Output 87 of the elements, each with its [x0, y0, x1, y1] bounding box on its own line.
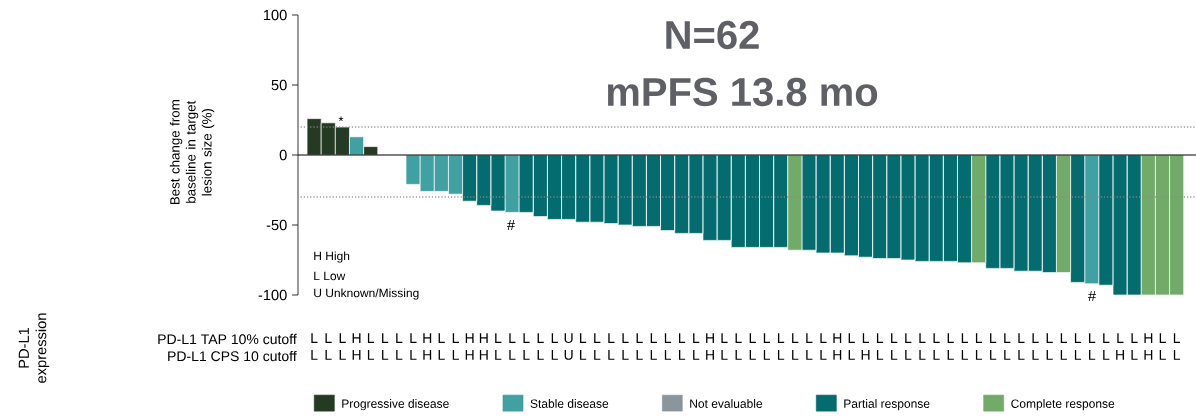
y-tick-label: -100: [258, 289, 287, 301]
x-tick-label: L L: [580, 333, 587, 360]
legend-label: Stable disease: [530, 399, 609, 408]
x-tick-label: L L: [975, 333, 983, 360]
x-tick-label: H H: [423, 333, 432, 360]
x-tick-label: U U: [564, 333, 573, 360]
x-tick-label: L L: [509, 333, 516, 360]
x-tick-label: L L: [679, 333, 686, 360]
y-tick-label: -50: [266, 219, 287, 231]
x-tick-label: L L: [523, 333, 530, 360]
legend-label: Not evaluable: [690, 399, 763, 408]
x-tick-label: L L: [551, 333, 558, 360]
x-tick-label: H H: [706, 333, 714, 360]
text: PD-L1 TAP 10% cutoff: [158, 333, 297, 345]
x-tick-label: L L: [891, 333, 898, 360]
annotation: #: [506, 219, 515, 231]
x-tick-label: L L: [848, 333, 855, 360]
x-tick-label: L L: [693, 333, 700, 360]
x-tick-label: L L: [735, 333, 742, 360]
x-tick-label: L L: [1032, 333, 1039, 360]
annotation: N=62: [666, 20, 759, 50]
x-tick-label: H H: [833, 333, 842, 360]
text: PD-L1 expression: [18, 313, 50, 383]
x-tick-label: L L: [311, 333, 318, 360]
legend-label: Partial response: [844, 399, 930, 411]
x-tick-label: L L: [1018, 333, 1025, 360]
x-tick-label: L L: [749, 333, 756, 360]
annotation: mPFS 13.8 mo: [607, 77, 878, 107]
x-tick-label: H H: [1144, 333, 1153, 360]
x-tick-label: L L: [325, 333, 332, 360]
annotation: #: [1088, 290, 1096, 302]
x-tick-label: L L: [1004, 333, 1011, 360]
x-tick-label: L L: [777, 333, 785, 360]
x-tick-label: L L: [905, 333, 912, 360]
y-tick-label: 0: [279, 149, 287, 161]
text: PD-L1 CPS 10 cutoff: [168, 350, 297, 362]
x-tick-label: L L: [438, 333, 445, 360]
y-axis-title: Best change from baseline in target lesion size (%): [169, 100, 215, 205]
x-tick-label: L L: [1089, 333, 1096, 360]
x-tick-label: L L: [537, 333, 544, 360]
annotation: U Unknown/Missing: [314, 288, 419, 300]
x-tick-label: L L: [1074, 333, 1082, 360]
y-tick-label: 100: [263, 9, 287, 21]
x-tick-label: L L: [396, 333, 403, 360]
x-tick-label: L L: [990, 333, 997, 360]
y-tick-label: 50: [271, 79, 287, 91]
x-tick-label: L L: [1159, 333, 1166, 360]
x-tick-label: H H: [479, 333, 488, 360]
x-tick-label: L L: [763, 333, 771, 360]
x-tick-label: L L: [792, 333, 799, 360]
x-tick-label: L L: [650, 333, 657, 360]
x-tick-label: L L: [664, 333, 672, 360]
x-tick-label: L L: [452, 333, 459, 360]
x-tick-label: L L: [947, 333, 954, 360]
x-tick-label: L L: [961, 333, 968, 360]
annotation: L Low: [314, 271, 346, 281]
bar: [985, 154, 1001, 269]
x-tick-label: L L: [933, 333, 940, 360]
x-tick-label: L L: [806, 333, 813, 360]
x-tick-label: L H: [861, 333, 870, 360]
legend-label: Progressive disease: [342, 399, 449, 411]
legend-label: Complete response: [1011, 399, 1115, 411]
x-tick-label: L L: [622, 333, 629, 360]
x-tick-label: L L: [608, 333, 615, 360]
x-tick-label: L L: [636, 333, 643, 360]
x-tick-label: L L: [1046, 333, 1053, 360]
x-tick-label: L L: [410, 333, 417, 360]
x-tick-label: L L: [919, 333, 926, 360]
x-tick-label: L L: [1103, 333, 1110, 360]
x-tick-label: L L: [495, 333, 502, 360]
x-tick-label: L L: [594, 333, 601, 360]
x-tick-label: H H: [465, 333, 474, 360]
x-tick-label: L L: [1060, 333, 1067, 360]
bar: [1126, 154, 1142, 295]
annotation: *: [338, 116, 344, 122]
x-tick-label: H H: [352, 333, 361, 360]
bar: [1070, 154, 1086, 283]
x-tick-label: L L: [382, 333, 389, 360]
x-tick-label: L H: [1116, 333, 1124, 360]
x-tick-label: L L: [367, 333, 375, 360]
x-tick-label: L L: [721, 333, 728, 360]
x-tick-label: L L: [339, 333, 346, 360]
x-tick-label: L L: [1173, 333, 1181, 360]
x-tick-label: L L: [1131, 333, 1138, 360]
x-tick-label: L L: [876, 333, 884, 360]
x-tick-label: L L: [820, 333, 827, 360]
annotation: H High: [314, 251, 350, 263]
